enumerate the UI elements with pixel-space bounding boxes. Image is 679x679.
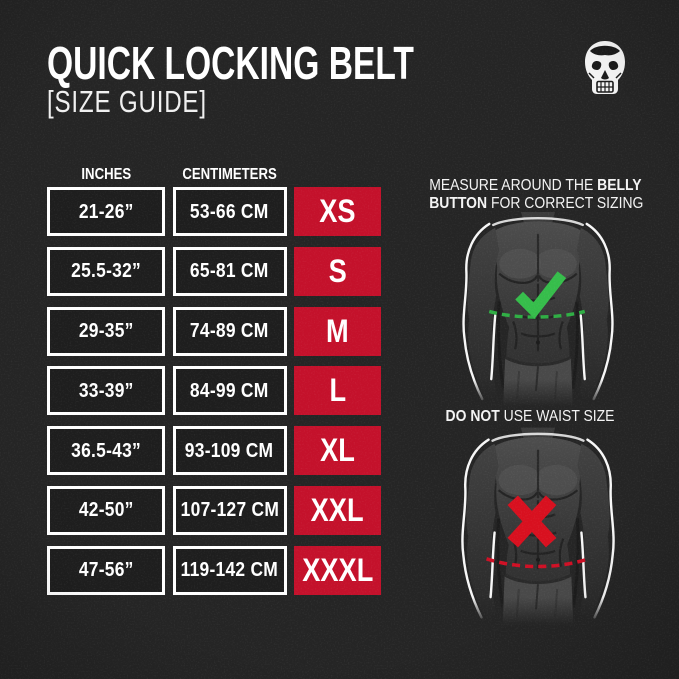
inches-cell: 21-26”	[47, 187, 165, 236]
measure-instruction-text: MEASURE AROUND THE	[429, 177, 598, 194]
cm-value: 84-99 CM	[190, 378, 269, 402]
size-label: XXL	[311, 491, 364, 528]
inches-column-header: INCHES	[81, 165, 131, 183]
table-row: 47-56” 119-142 CM XXXL	[47, 545, 381, 595]
inches-value: 25.5-32”	[71, 259, 141, 283]
skull-icon	[585, 41, 625, 94]
inches-value: 29-35”	[78, 319, 134, 343]
size-cell: XXXL	[294, 545, 381, 595]
inches-value: 42-50”	[78, 498, 134, 522]
table-row: 25.5-32” 65-81 CM S	[47, 246, 381, 296]
waist-warning: DO NOT USE WAIST SIZE	[418, 408, 642, 426]
inches-value: 36.5-43”	[71, 438, 141, 462]
size-label: M	[326, 312, 349, 349]
cm-cell: 53-66 CM	[172, 187, 287, 236]
size-cell: L	[294, 366, 381, 416]
table-row: 21-26” 53-66 CM XS	[47, 187, 381, 236]
inches-cell: 36.5-43”	[47, 426, 165, 476]
centimeters-column-header: CENTIMETERS	[182, 165, 277, 183]
size-cell: XXL	[294, 485, 381, 535]
correct-measurement-figure	[449, 212, 627, 406]
waist-warning-bold: DO NOT	[445, 408, 500, 425]
size-label: S	[328, 252, 347, 289]
page-subtitle: [SIZE GUIDE]	[47, 84, 207, 119]
size-cell: XL	[294, 426, 381, 476]
inches-cell: 33-39”	[47, 366, 165, 416]
cm-cell: 74-89 CM	[172, 306, 287, 356]
size-label: L	[329, 372, 346, 409]
size-cell: XS	[294, 187, 381, 236]
page-title: QUICK LOCKING BELT	[47, 37, 414, 89]
cm-cell: 119-142 CM	[172, 545, 287, 595]
cm-value: 65-81 CM	[190, 259, 269, 283]
measure-instruction-bold: BELLY	[597, 177, 642, 194]
measure-instruction-bold: BUTTON	[429, 194, 488, 212]
cm-value: 74-89 CM	[190, 319, 269, 343]
size-table: 21-26” 53-66 CM XS 25.5-32” 65-81 CM S 2…	[47, 187, 381, 595]
cm-cell: 84-99 CM	[172, 366, 287, 416]
size-column-header	[294, 166, 381, 183]
inches-value: 21-26”	[78, 199, 134, 223]
incorrect-measurement-figure	[448, 426, 628, 626]
cm-value: 53-66 CM	[190, 199, 269, 223]
cm-value: 119-142 CM	[180, 558, 279, 582]
inches-cell: 29-35”	[47, 306, 165, 356]
table-row: 36.5-43” 93-109 CM XL	[47, 426, 381, 476]
size-label: XL	[320, 432, 355, 469]
table-row: 33-39” 84-99 CM L	[47, 366, 381, 416]
cm-value: 93-109 CM	[185, 438, 274, 462]
cm-cell: 65-81 CM	[172, 246, 287, 296]
measure-instruction-text: FOR CORRECT SIZING	[487, 194, 644, 212]
size-label: XXXL	[301, 551, 374, 588]
waist-warning-text: USE WAIST SIZE	[499, 408, 615, 425]
inches-cell: 25.5-32”	[47, 246, 165, 296]
cm-value: 107-127 CM	[180, 498, 279, 522]
table-row: 29-35” 74-89 CM M	[47, 306, 381, 356]
size-table-header: INCHES CENTIMETERS	[47, 166, 381, 183]
size-cell: M	[294, 306, 381, 356]
inches-value: 47-56”	[78, 558, 134, 582]
inches-cell: 47-56”	[47, 545, 165, 595]
size-label: XS	[319, 193, 356, 229]
table-row: 42-50” 107-127 CM XXL	[47, 485, 381, 535]
inches-value: 33-39”	[78, 378, 134, 402]
size-cell: S	[294, 246, 381, 296]
cm-cell: 107-127 CM	[172, 485, 287, 535]
measure-instruction: MEASURE AROUND THE BELLY BUTTON FOR CORR…	[418, 177, 644, 212]
cm-cell: 93-109 CM	[172, 426, 287, 476]
inches-cell: 42-50”	[47, 485, 165, 535]
